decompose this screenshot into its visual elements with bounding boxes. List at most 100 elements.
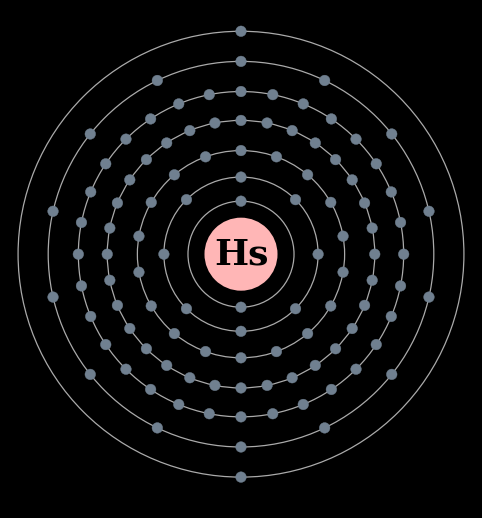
Circle shape	[298, 98, 308, 109]
Circle shape	[48, 206, 58, 217]
Circle shape	[338, 267, 348, 278]
Circle shape	[424, 292, 434, 303]
Circle shape	[271, 151, 282, 162]
Circle shape	[387, 369, 397, 380]
Circle shape	[387, 128, 397, 139]
Circle shape	[236, 196, 246, 207]
Circle shape	[310, 138, 321, 148]
Circle shape	[85, 128, 95, 139]
Circle shape	[76, 281, 87, 291]
Circle shape	[236, 442, 246, 452]
Circle shape	[320, 423, 330, 433]
Circle shape	[236, 353, 246, 363]
Circle shape	[181, 194, 192, 205]
Circle shape	[145, 384, 156, 395]
Circle shape	[236, 115, 246, 126]
Circle shape	[369, 249, 380, 260]
Circle shape	[351, 364, 362, 375]
Circle shape	[236, 302, 246, 312]
Circle shape	[320, 75, 330, 86]
Circle shape	[262, 380, 272, 391]
Circle shape	[105, 223, 115, 234]
Circle shape	[85, 311, 96, 322]
Circle shape	[347, 323, 358, 334]
Circle shape	[338, 231, 348, 241]
Circle shape	[152, 423, 162, 433]
Circle shape	[146, 300, 157, 311]
Circle shape	[302, 328, 313, 339]
Circle shape	[290, 194, 301, 205]
Circle shape	[236, 412, 246, 422]
Circle shape	[112, 198, 123, 208]
Circle shape	[236, 472, 246, 482]
Circle shape	[236, 383, 246, 393]
Circle shape	[134, 231, 144, 241]
Circle shape	[386, 186, 397, 197]
Circle shape	[145, 113, 156, 124]
Circle shape	[236, 145, 246, 156]
Circle shape	[287, 125, 297, 136]
Circle shape	[152, 75, 162, 86]
Circle shape	[112, 300, 123, 311]
Circle shape	[398, 249, 409, 260]
Circle shape	[100, 339, 111, 350]
Circle shape	[236, 326, 246, 337]
Circle shape	[268, 408, 278, 419]
Circle shape	[204, 217, 279, 292]
Circle shape	[76, 217, 87, 228]
Circle shape	[73, 249, 83, 260]
Circle shape	[386, 311, 397, 322]
Circle shape	[141, 154, 152, 165]
Circle shape	[351, 134, 362, 145]
Circle shape	[134, 267, 144, 278]
Circle shape	[271, 346, 282, 357]
Circle shape	[181, 304, 192, 314]
Circle shape	[359, 198, 370, 208]
Circle shape	[185, 125, 195, 136]
Circle shape	[169, 169, 180, 180]
Circle shape	[268, 89, 278, 100]
Circle shape	[326, 113, 337, 124]
Circle shape	[330, 154, 341, 165]
Circle shape	[395, 281, 406, 291]
Circle shape	[102, 249, 112, 260]
Circle shape	[287, 372, 297, 383]
Circle shape	[185, 372, 195, 383]
Circle shape	[325, 197, 336, 208]
Circle shape	[325, 300, 336, 311]
Circle shape	[174, 98, 184, 109]
Circle shape	[290, 304, 301, 314]
Circle shape	[141, 343, 152, 354]
Circle shape	[236, 172, 246, 182]
Circle shape	[236, 86, 246, 97]
Circle shape	[204, 408, 214, 419]
Circle shape	[161, 138, 172, 148]
Circle shape	[100, 159, 111, 169]
Circle shape	[85, 369, 95, 380]
Circle shape	[120, 134, 131, 145]
Circle shape	[367, 223, 377, 234]
Circle shape	[210, 118, 220, 128]
Circle shape	[200, 151, 211, 162]
Circle shape	[298, 399, 308, 410]
Circle shape	[313, 249, 323, 260]
Circle shape	[310, 360, 321, 371]
Circle shape	[347, 175, 358, 185]
Circle shape	[371, 159, 382, 169]
Circle shape	[424, 206, 434, 217]
Circle shape	[210, 380, 220, 391]
Circle shape	[236, 26, 246, 37]
Circle shape	[326, 384, 337, 395]
Circle shape	[371, 339, 382, 350]
Circle shape	[161, 360, 172, 371]
Circle shape	[204, 89, 214, 100]
Circle shape	[159, 249, 169, 260]
Circle shape	[124, 175, 135, 185]
Circle shape	[330, 343, 341, 354]
Circle shape	[105, 275, 115, 285]
Circle shape	[48, 292, 58, 303]
Circle shape	[367, 275, 377, 285]
Circle shape	[395, 217, 406, 228]
Circle shape	[359, 300, 370, 311]
Text: Hs: Hs	[214, 237, 268, 271]
